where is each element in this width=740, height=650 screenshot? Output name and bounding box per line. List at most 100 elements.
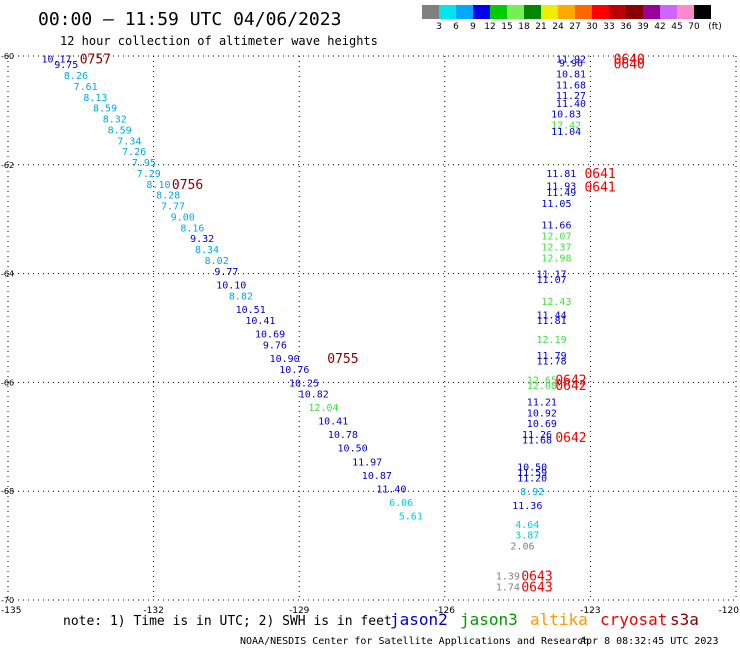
wave-height-label: 11.21 — [527, 397, 557, 408]
wave-height-label: 8.10 — [146, 180, 170, 191]
wave-height-label: 6.06 — [389, 498, 413, 509]
wave-height-label: 9.76 — [263, 340, 287, 351]
y-tick-label: -70 — [1, 596, 14, 605]
wave-height-label: 8.34 — [195, 245, 219, 256]
color-swatch — [609, 5, 626, 19]
color-swatch — [660, 5, 677, 19]
wave-height-label: 10.41 — [318, 416, 348, 427]
color-scale-label: 12 — [484, 22, 495, 32]
wave-height-label: 11.04 — [551, 127, 581, 138]
wave-height-label: 11.07 — [537, 275, 567, 286]
wave-height-label: 1.39 — [496, 572, 520, 583]
color-scale-unit: (ft) — [708, 22, 722, 32]
wave-height-label: 11.97 — [352, 457, 382, 468]
wave-height-label: 11.78 — [537, 357, 567, 368]
time-label: 0642 — [555, 379, 586, 394]
x-tick-label: -129 — [289, 606, 310, 616]
wave-height-label: 7.95 — [132, 158, 156, 169]
color-scale-label: 30 — [586, 22, 598, 32]
wave-height-points: 10.179.758.267.618.138.598.328.597.347.2… — [41, 55, 586, 594]
wave-height-label: 11.05 — [541, 199, 571, 210]
color-swatch — [677, 5, 694, 19]
time-label: 0640 — [614, 58, 645, 73]
wave-height-label: 11.79 — [537, 351, 567, 362]
time-label: 0640 — [614, 53, 645, 68]
time-label: 0756 — [172, 178, 203, 193]
wave-height-label: 11.68 — [556, 80, 586, 91]
grid-lines — [7, 55, 737, 601]
color-swatch — [490, 5, 507, 19]
footer-credit: NOAA/NESDIS Center for Satellite Applica… — [240, 636, 589, 647]
wave-height-label: 8.59 — [108, 125, 132, 136]
wave-height-label: 3.87 — [515, 531, 539, 542]
wave-height-label: 8.28 — [156, 191, 180, 202]
wave-height-label: 10.92 — [527, 408, 557, 419]
color-scale-label: 9 — [470, 22, 476, 32]
wave-height-label: 8.92 — [520, 487, 544, 498]
wave-height-label: 11.68 — [522, 436, 552, 447]
wave-height-label: 10.81 — [556, 69, 586, 80]
wave-height-label: 7.61 — [74, 82, 98, 93]
wave-height-label: 11.66 — [541, 221, 571, 232]
wave-height-label: 11.40 — [376, 484, 406, 495]
wave-height-label: 12.04 — [308, 403, 338, 414]
wave-height-label: 11.93 — [546, 181, 576, 192]
wave-height-label: 11.26 — [522, 430, 552, 441]
time-label: 0641 — [584, 167, 615, 182]
footer-timestamp: Apr 8 08:32:45 UTC 2023 — [580, 636, 718, 647]
color-scale-bar: 3 6 9 12 15 18 21 24 27 30 33 36 39 42 45 70 (ft) — [422, 5, 722, 32]
color-scale-label: 70 — [688, 22, 700, 32]
x-tick-labels: -135 -132 -129 -126 -123 -120 — [1, 606, 739, 616]
wave-height-label: 10.10 — [216, 280, 246, 291]
satellite-legend: jason2 jason3 altika cryosat s3a — [390, 610, 699, 629]
wave-height-label: 12.42 — [551, 121, 581, 132]
wave-height-label: 11.36 — [512, 501, 542, 512]
wave-height-label: 9.77 — [214, 267, 238, 278]
legend-item-s3a: s3a — [670, 610, 699, 629]
chart-title: 00:00 – 11:59 UTC 04/06/2023 — [38, 9, 341, 30]
wave-height-label: 11.40 — [556, 99, 586, 110]
color-scale-label: 42 — [654, 22, 665, 32]
wave-height-label: 10.90 — [270, 354, 300, 365]
wave-height-label: 10.83 — [551, 110, 581, 121]
wave-height-label: 10.78 — [328, 430, 358, 441]
color-swatch — [643, 5, 660, 19]
color-scale-label: 6 — [453, 22, 459, 32]
wave-height-label: 1.74 — [496, 582, 520, 593]
color-swatch — [592, 5, 609, 19]
wave-height-label: 12.07 — [541, 232, 571, 243]
wave-height-label: 12.43 — [541, 297, 571, 308]
wave-height-label: 8.82 — [229, 291, 253, 302]
wave-height-label: 11.27 — [556, 91, 586, 102]
color-swatch — [439, 5, 456, 19]
legend-item-jason2: jason2 — [390, 610, 448, 629]
color-scale-label: 18 — [518, 22, 530, 32]
y-tick-label: -66 — [1, 378, 14, 387]
color-scale-label: 24 — [552, 22, 564, 32]
y-tick-label: -60 — [1, 52, 14, 61]
wave-height-label: 8.02 — [205, 256, 229, 267]
color-swatch — [558, 5, 575, 19]
color-scale-label: 21 — [535, 22, 546, 32]
wave-height-label: 8.26 — [64, 71, 88, 82]
wave-height-label: 7.29 — [137, 169, 161, 180]
color-scale-label: 3 — [436, 22, 442, 32]
wave-height-label: 10.69 — [255, 329, 285, 340]
time-label: 0643 — [521, 570, 552, 585]
wave-height-label: 10.76 — [279, 365, 309, 376]
wave-height-label: 9.32 — [190, 234, 214, 245]
wave-height-label: 11.92 — [556, 55, 586, 66]
wave-height-label: 11.20 — [517, 474, 547, 485]
time-label: 0757 — [80, 53, 111, 68]
wave-height-label: 11.59 — [517, 468, 547, 479]
x-tick-label: -126 — [435, 606, 456, 616]
wave-height-label: 4.64 — [515, 520, 539, 531]
wave-height-label: 10.50 — [338, 444, 368, 455]
chart-subtitle: 12 hour collection of altimeter wave hei… — [60, 34, 378, 48]
legend-item-cryosat: cryosat — [600, 610, 667, 629]
legend-item-jason3: jason3 — [460, 610, 518, 629]
color-scale-label: 36 — [620, 22, 632, 32]
wave-height-label: 10.82 — [299, 389, 329, 400]
color-swatch — [473, 5, 490, 19]
